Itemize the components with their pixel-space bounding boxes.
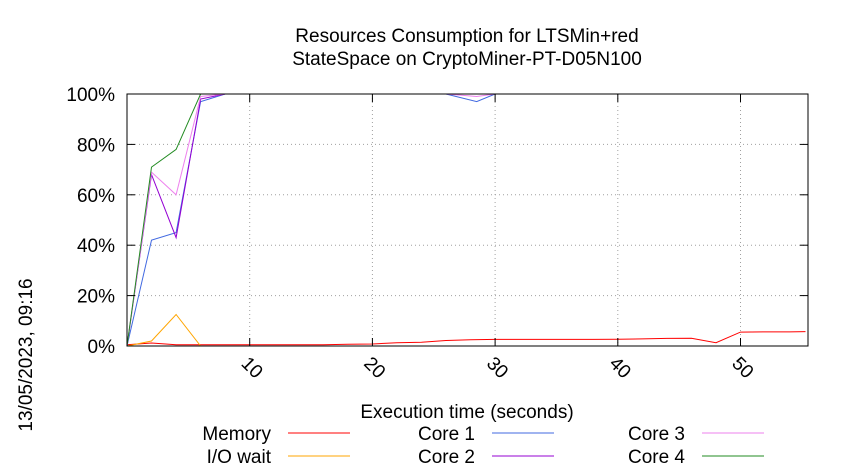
chart-title-line: StateSpace on CryptoMiner-PT-D05N100 [292,49,642,70]
y-axis: 0% 20% 40% 60% 80% 100% [66,85,808,358]
x-tick-label: 10 [237,353,267,383]
series-line-core-1 [126,93,806,347]
y-tick-label: 40% [77,236,115,257]
y-tick-label: 60% [77,186,115,207]
legend-label: Memory [202,424,271,445]
series-lines [126,93,806,347]
series-line-core-4 [126,93,806,347]
chart-title: Resources Consumption for LTSMin+redStat… [292,26,642,70]
series-line-core-2 [126,93,806,347]
legend-label: Core 4 [628,447,685,468]
chart-title-line: Resources Consumption for LTSMin+red [295,26,638,47]
x-tick-label: 20 [359,353,389,383]
legend-label: Core 1 [418,424,475,445]
grid [127,94,808,346]
legend-label: Core 2 [418,447,475,468]
series-line-core-3 [126,93,806,347]
y-tick-label: 20% [77,287,115,308]
y-tick-label: 80% [77,135,115,156]
y-tick-label: 100% [66,85,115,106]
series-line-memory [126,331,806,346]
x-tick-label: 50 [728,353,758,383]
legend-label: I/O wait [207,447,272,468]
x-tick-label: 30 [482,353,512,383]
timestamp-label: 13/05/2023, 09:16 [16,278,37,431]
series-line-i-o-wait [126,313,806,347]
plot-frame [126,93,809,347]
y-tick-label: 0% [88,337,116,358]
legend-label: Core 3 [628,424,685,445]
x-axis-label: Execution time (seconds) [360,402,573,423]
x-tick-label: 40 [605,353,635,383]
